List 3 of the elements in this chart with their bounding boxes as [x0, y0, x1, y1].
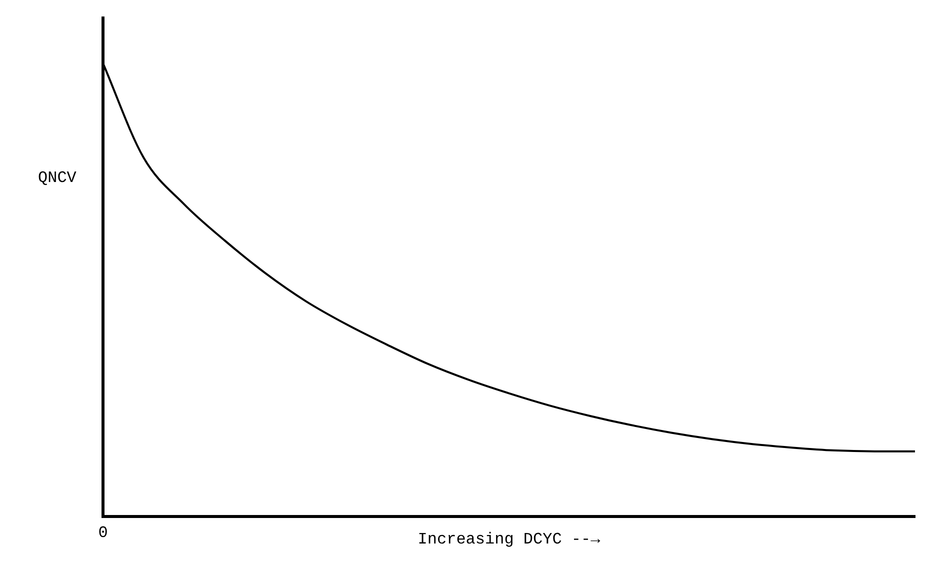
y-axis-title: QNCV	[38, 168, 77, 187]
text: 0	[98, 524, 108, 542]
x-axis-title: Increasing DCYC --→	[418, 530, 601, 549]
